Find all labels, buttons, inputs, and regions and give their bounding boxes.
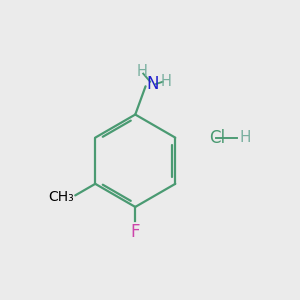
Text: Cl: Cl <box>209 129 225 147</box>
Text: N: N <box>146 75 159 93</box>
Text: H: H <box>239 130 251 145</box>
Text: H: H <box>161 74 172 89</box>
Text: F: F <box>130 223 140 241</box>
Text: H: H <box>136 64 148 79</box>
Text: CH₃: CH₃ <box>48 190 74 203</box>
